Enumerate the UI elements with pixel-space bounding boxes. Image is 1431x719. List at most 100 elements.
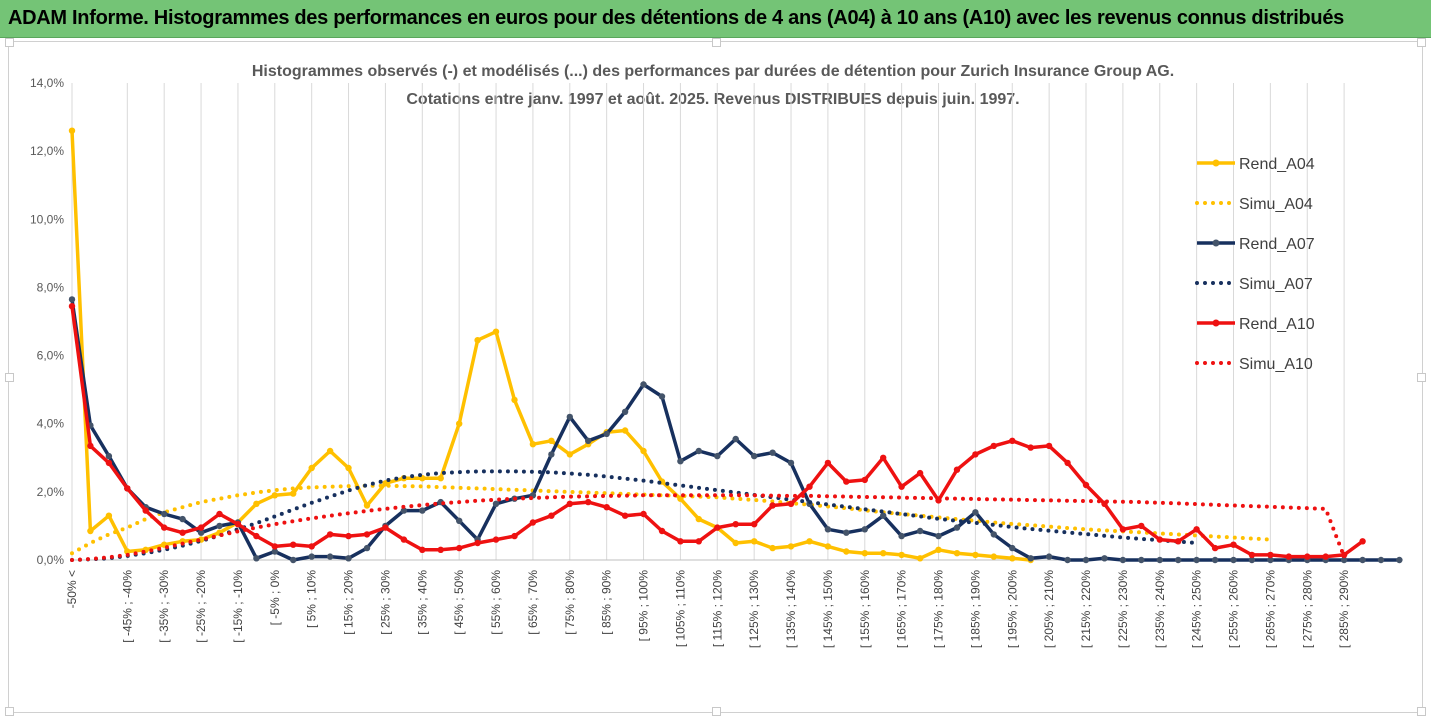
data-point	[1101, 555, 1108, 562]
data-point	[87, 527, 94, 535]
data-point	[824, 526, 832, 533]
data-point	[124, 485, 131, 492]
data-point	[68, 296, 76, 303]
data-point	[751, 452, 758, 460]
data-point	[308, 464, 315, 472]
x-tick-label: [ 65% ; 70%	[526, 570, 540, 635]
legend-label: Simu_A04	[1239, 196, 1313, 213]
x-tick-label: [ -15% ; -10%	[231, 570, 245, 643]
data-point	[363, 531, 371, 538]
y-tick-label: 10,0%	[30, 212, 64, 226]
data-point	[898, 532, 905, 540]
x-tick-label: [ 155% ; 160%	[858, 570, 872, 648]
x-tick-label: [ -45% ; -40%	[120, 570, 134, 643]
legend-label: Rend_A04	[1239, 156, 1315, 173]
data-point	[1064, 459, 1071, 467]
x-tick-label: [ 115% ; 120%	[710, 570, 724, 647]
resize-handle-bottom[interactable]	[712, 707, 721, 716]
data-point	[1119, 556, 1127, 564]
x-tick-label: [ 35% ; 40%	[415, 570, 429, 635]
resize-handle-top-right[interactable]	[1417, 38, 1426, 47]
resize-handle-top-left[interactable]	[5, 38, 14, 47]
data-point	[935, 532, 942, 540]
data-point	[1211, 544, 1219, 552]
series-line-Rend_A07	[70, 299, 1400, 562]
series-line-Simu_A10	[70, 493, 1347, 562]
data-point	[603, 430, 610, 438]
data-point	[179, 515, 186, 523]
x-tick-label: [ 195% ; 200%	[1005, 570, 1019, 648]
data-point	[197, 529, 205, 536]
x-tick-label: [ 105% ; 110%	[673, 570, 687, 647]
data-point	[271, 543, 278, 550]
x-tick-label: [ 165% ; 170%	[895, 570, 909, 648]
data-point	[1230, 541, 1237, 548]
resize-handle-left[interactable]	[5, 373, 14, 382]
data-point	[861, 550, 868, 557]
data-point	[326, 531, 334, 538]
data-point	[253, 532, 260, 540]
data-point	[492, 536, 500, 543]
data-point	[253, 555, 260, 562]
data-point	[677, 495, 684, 502]
data-point	[253, 500, 260, 507]
data-point	[953, 550, 961, 557]
data-point	[308, 553, 315, 560]
x-tick-label: [ 255% ; 260%	[1227, 570, 1241, 648]
resize-handle-bottom-right[interactable]	[1417, 707, 1426, 716]
data-point	[511, 532, 518, 540]
data-point	[345, 532, 352, 540]
x-tick-label: [ 15% ; 20%	[342, 570, 356, 635]
x-tick-label: [ 25% ; 30%	[378, 570, 392, 635]
data-point	[1175, 556, 1182, 564]
x-tick-label: [ 175% ; 180%	[932, 570, 946, 648]
x-tick-label: [ 75% ; 80%	[563, 570, 577, 635]
data-point	[216, 510, 223, 518]
data-point	[640, 510, 647, 518]
data-point	[585, 498, 592, 506]
data-point	[271, 492, 278, 499]
data-point	[1377, 556, 1385, 564]
x-tick-label: [ -25% ; -20%	[194, 570, 208, 643]
data-point	[751, 521, 758, 528]
y-tick-label: 8,0%	[37, 280, 65, 294]
data-point	[1211, 556, 1219, 564]
data-point	[363, 544, 371, 552]
data-point	[732, 435, 739, 443]
report-title: ADAM Informe. Histogrammes des performan…	[8, 7, 1344, 29]
data-point	[548, 451, 555, 458]
data-point	[511, 396, 518, 404]
data-point	[1340, 556, 1348, 564]
data-point	[1027, 555, 1034, 562]
data-point	[1340, 551, 1348, 559]
data-point	[1119, 526, 1127, 533]
data-point	[658, 527, 666, 535]
data-point	[1138, 522, 1145, 530]
data-point	[898, 551, 905, 559]
data-point	[105, 459, 113, 467]
x-tick-label: [ 125% ; 130%	[747, 570, 761, 648]
data-point	[1009, 544, 1016, 552]
data-point	[271, 548, 278, 555]
data-point	[843, 548, 850, 555]
data-point	[769, 449, 776, 456]
data-point	[548, 437, 555, 444]
x-tick-label: [ 235% ; 240%	[1153, 570, 1167, 648]
data-point	[1082, 481, 1090, 489]
data-point	[437, 546, 444, 553]
legend-marker	[1212, 239, 1220, 247]
y-tick-label: 6,0%	[37, 349, 65, 363]
chart-title: Histogrammes observés (-) et modélisés (…	[252, 63, 1174, 80]
resize-handle-bottom-left[interactable]	[5, 707, 14, 716]
resize-handle-top[interactable]	[712, 38, 721, 47]
data-point	[714, 524, 721, 531]
data-point	[935, 546, 942, 553]
data-point	[124, 548, 131, 555]
legend-marker	[1212, 319, 1220, 327]
data-point	[290, 490, 297, 497]
data-point	[105, 512, 113, 519]
x-tick-label: [ 215% ; 220%	[1079, 570, 1093, 648]
data-point	[1322, 553, 1329, 560]
resize-handle-right[interactable]	[1417, 373, 1426, 382]
